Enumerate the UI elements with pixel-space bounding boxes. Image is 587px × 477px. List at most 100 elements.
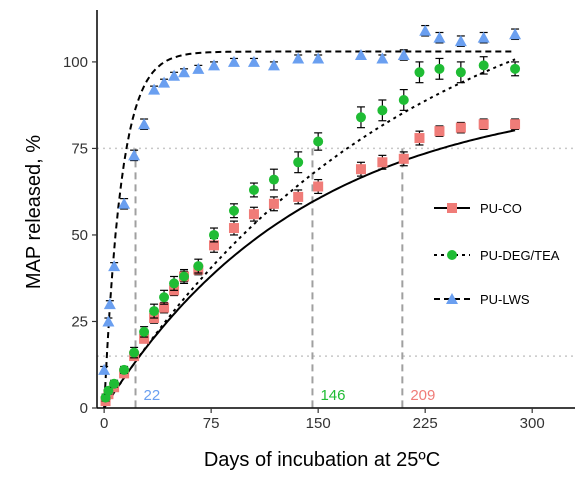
annotation-209: 209 [410, 387, 435, 404]
point-pu-deg-tea [209, 229, 220, 240]
point-pu-lws [376, 52, 389, 64]
point-pu-lws [98, 363, 111, 375]
point-pu-lws [178, 66, 191, 78]
point-pu-deg-tea [268, 174, 279, 185]
annotations: 22 146 209 [144, 387, 436, 404]
fit-curve-pu-co [103, 129, 516, 409]
point-pu-co [510, 119, 521, 130]
axes [96, 10, 575, 409]
point-pu-lws [108, 260, 121, 272]
point-pu-co [248, 209, 259, 220]
point-pu-deg-tea [398, 94, 409, 105]
point-pu-lws [168, 69, 181, 81]
point-pu-deg-tea [248, 184, 259, 195]
point-pu-lws [354, 48, 367, 60]
point-pu-co [209, 240, 220, 251]
point-pu-lws [208, 59, 221, 71]
point-pu-co [139, 333, 150, 344]
point-pu-co [398, 153, 409, 164]
point-pu-deg-tea [119, 364, 130, 375]
y-tick-label: 50 [71, 227, 88, 244]
point-pu-deg-tea [103, 385, 114, 396]
point-pu-deg-tea [109, 378, 120, 389]
threshold-lines [134, 148, 404, 408]
point-pu-lws [138, 118, 151, 130]
y-axis-title: MAP released, % [23, 135, 45, 289]
x-tick-label: 75 [203, 415, 220, 432]
annotation-22: 22 [144, 387, 161, 404]
point-pu-lws [509, 28, 522, 40]
y-tick-label: 100 [63, 54, 88, 71]
x-tick-label: 150 [306, 415, 331, 432]
point-pu-deg-tea [355, 112, 366, 123]
series-pu-co [100, 118, 521, 407]
ticks: 0 75 150 225 300 0 25 50 75 100 [63, 54, 545, 432]
point-pu-co [355, 164, 366, 175]
point-pu-co [434, 126, 445, 137]
fit-curve-pu-lws [103, 50, 516, 409]
point-pu-deg-tea [228, 205, 239, 216]
legend-marker-pu-deg-tea [447, 250, 457, 260]
y-tick-label: 0 [80, 400, 88, 417]
point-pu-co [293, 191, 304, 202]
point-pu-lws [292, 52, 305, 64]
point-pu-lws [454, 35, 467, 47]
legend-marker-pu-lws [446, 293, 458, 304]
point-pu-lws [158, 76, 171, 88]
point-pu-deg-tea [149, 306, 160, 317]
y-tick-label: 75 [71, 140, 88, 157]
reference-lines [97, 147, 575, 357]
x-axis-title: Days of incubation at 25ºC [204, 449, 440, 471]
point-pu-deg-tea [293, 157, 304, 168]
legend-label-pu-deg-tea: PU-DEG/TEA [480, 248, 560, 263]
point-pu-lws [148, 83, 161, 95]
legend-label-pu-co: PU-CO [480, 201, 522, 216]
point-pu-lws [103, 298, 116, 310]
point-pu-co [478, 119, 489, 130]
data-points [98, 24, 522, 407]
point-pu-lws [118, 197, 131, 209]
point-pu-co [268, 198, 279, 209]
point-pu-deg-tea [193, 261, 204, 272]
point-pu-lws [192, 62, 205, 74]
annotation-146: 146 [320, 387, 345, 404]
point-pu-deg-tea [510, 63, 521, 74]
point-pu-deg-tea [129, 347, 140, 358]
legend-marker-pu-co [447, 203, 457, 213]
point-pu-lws [247, 55, 260, 67]
point-pu-deg-tea [434, 63, 445, 74]
point-pu-lws [477, 31, 490, 43]
point-pu-deg-tea [377, 105, 388, 116]
point-pu-co [159, 302, 170, 313]
point-pu-deg-tea [414, 67, 425, 78]
fit-curve-pu-deg-tea [103, 58, 516, 409]
point-pu-co [455, 122, 466, 133]
point-pu-co [313, 181, 324, 192]
legend: PU-CO PU-DEG/TEA PU-LWS [434, 201, 560, 307]
point-pu-deg-tea [313, 136, 324, 147]
point-pu-lws [433, 31, 446, 43]
x-tick-label: 300 [520, 415, 545, 432]
point-pu-deg-tea [455, 67, 466, 78]
x-tick-label: 0 [100, 415, 108, 432]
legend-label-pu-lws: PU-LWS [480, 292, 530, 307]
point-pu-deg-tea [159, 292, 170, 303]
point-pu-deg-tea [139, 326, 150, 337]
point-pu-lws [128, 149, 141, 161]
point-pu-deg-tea [179, 271, 190, 282]
point-pu-lws [397, 48, 410, 60]
x-tick-label: 225 [413, 415, 438, 432]
point-pu-deg-tea [478, 60, 489, 71]
point-pu-deg-tea [169, 278, 180, 289]
point-pu-lws [227, 55, 240, 67]
point-pu-co [228, 223, 239, 234]
point-pu-lws [267, 59, 280, 71]
point-pu-lws [102, 315, 115, 327]
series-pu-deg-tea [100, 56, 521, 403]
fit-curves [103, 50, 516, 409]
point-pu-co [414, 133, 425, 144]
series-pu-lws [98, 24, 522, 375]
point-pu-lws [312, 52, 325, 64]
point-pu-co [377, 157, 388, 168]
